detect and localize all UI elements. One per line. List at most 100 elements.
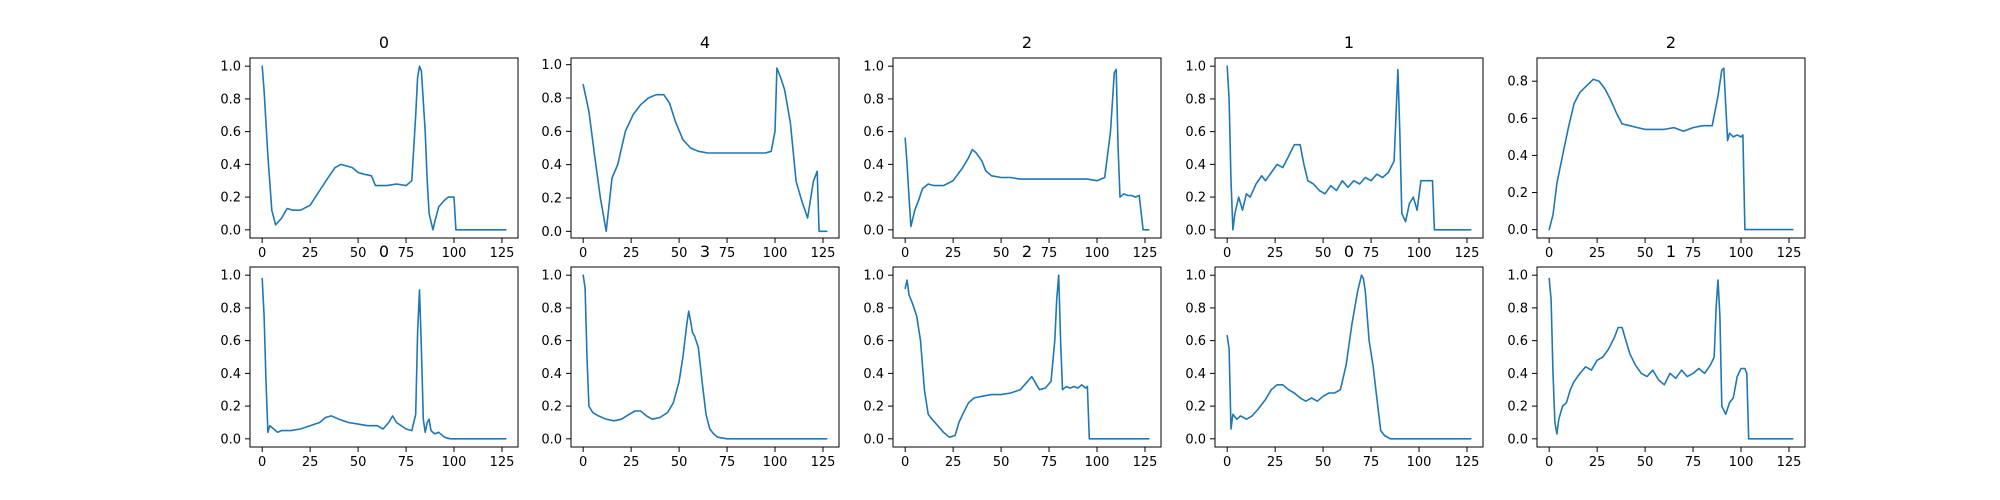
y-tick-label: 0.0 xyxy=(863,223,884,238)
x-tick-label: 100 xyxy=(1407,246,1432,261)
x-tick-label: 25 xyxy=(302,455,319,470)
axes-frame xyxy=(892,266,1162,448)
x-tick-label: 75 xyxy=(1685,455,1702,470)
y-tick-label: 1.0 xyxy=(220,60,241,75)
y-tick-label: 0.4 xyxy=(541,158,562,173)
x-tick-label: 0 xyxy=(258,246,266,261)
x-tick-label: 0 xyxy=(1545,455,1553,470)
x-tick-label: 75 xyxy=(719,455,736,470)
y-tick-label: 1.0 xyxy=(1185,269,1206,284)
x-tick-label: 0 xyxy=(901,455,909,470)
x-tick-label: 125 xyxy=(811,455,836,470)
y-tick-label: 0.2 xyxy=(863,400,884,415)
axes-frame xyxy=(892,57,1162,239)
y-tick-label: 0.6 xyxy=(1185,125,1206,140)
y-tick-label: 0.8 xyxy=(1507,75,1528,90)
y-tick-label: 0.2 xyxy=(220,191,241,206)
x-tick-label: 75 xyxy=(1363,246,1380,261)
x-tick-label: 100 xyxy=(1085,246,1110,261)
x-tick-label: 75 xyxy=(719,246,736,261)
subplot-2: 2 0 25 50 75 100 125 0.0 0.2 0.4 0.6 0.8 1.0 xyxy=(863,33,1162,261)
subplot-8: 0 0 25 50 75 100 125 0.0 0.2 0.4 0.6 0.8 1.0 xyxy=(1185,242,1484,470)
x-tick-label: 0 xyxy=(258,455,266,470)
y-tick-label: 0.6 xyxy=(863,334,884,349)
x-tick-label: 75 xyxy=(1041,246,1058,261)
axes-frame xyxy=(570,57,840,239)
y-tick-label: 0.8 xyxy=(220,301,241,316)
y-tick-label: 0.0 xyxy=(541,432,562,447)
subplot-title: 0 xyxy=(1344,242,1354,261)
y-tick-label: 0.2 xyxy=(1507,186,1528,201)
y-tick-label: 0.2 xyxy=(541,192,562,207)
x-tick-label: 0 xyxy=(579,246,587,261)
y-tick-label: 0.0 xyxy=(541,225,562,240)
x-tick-label: 50 xyxy=(350,455,367,470)
axes-frame xyxy=(1536,57,1806,239)
y-tick-label: 0.6 xyxy=(541,334,562,349)
subplot-title: 3 xyxy=(700,242,710,261)
x-tick-label: 100 xyxy=(1085,455,1110,470)
axes-frame xyxy=(1536,266,1806,448)
subplot-9: 1 0 25 50 75 100 125 0.0 0.2 0.4 0.6 0.8 1.0 xyxy=(1507,242,1806,470)
y-tick-label: 0.4 xyxy=(1507,149,1528,164)
x-tick-label: 25 xyxy=(623,455,640,470)
x-tick-label: 25 xyxy=(945,246,962,261)
y-tick-label: 0.8 xyxy=(863,92,884,107)
x-tick-label: 75 xyxy=(398,246,415,261)
subplot-5: 0 0 25 50 75 100 125 0.0 0.2 0.4 0.6 0.8 1.0 xyxy=(220,242,519,470)
x-tick-label: 125 xyxy=(490,455,515,470)
y-tick-label: 0.8 xyxy=(220,92,241,107)
x-tick-label: 100 xyxy=(442,246,467,261)
axes-frame xyxy=(570,266,840,448)
series-line xyxy=(1226,65,1472,231)
y-tick-label: 0.6 xyxy=(541,125,562,140)
x-tick-label: 100 xyxy=(1729,455,1754,470)
y-tick-label: 0.0 xyxy=(863,432,884,447)
subplot-title: 4 xyxy=(700,33,710,52)
series-line xyxy=(1548,277,1794,440)
subplot-title: 1 xyxy=(1344,33,1354,52)
x-tick-label: 50 xyxy=(1637,455,1654,470)
y-tick-label: 0.0 xyxy=(220,432,241,447)
series-line xyxy=(904,274,1150,440)
subplot-title: 0 xyxy=(379,242,389,261)
x-tick-label: 50 xyxy=(350,246,367,261)
subplot-1: 4 0 25 50 75 100 125 0.0 0.2 0.4 0.6 0.8 1.0 xyxy=(541,33,840,261)
x-tick-label: 75 xyxy=(398,455,415,470)
y-tick-label: 1.0 xyxy=(863,60,884,75)
series-line xyxy=(582,274,828,440)
axes-frame xyxy=(249,57,519,239)
x-tick-label: 100 xyxy=(763,246,788,261)
x-tick-label: 50 xyxy=(993,246,1010,261)
x-tick-label: 100 xyxy=(763,455,788,470)
x-tick-label: 25 xyxy=(945,455,962,470)
subplot-title: 2 xyxy=(1022,242,1032,261)
y-tick-label: 0.8 xyxy=(1185,92,1206,107)
x-tick-label: 0 xyxy=(1223,455,1231,470)
x-tick-label: 50 xyxy=(671,455,688,470)
series-line xyxy=(261,277,507,440)
y-tick-label: 0.2 xyxy=(220,400,241,415)
y-tick-label: 0.8 xyxy=(863,301,884,316)
x-tick-label: 125 xyxy=(1133,455,1158,470)
x-tick-label: 50 xyxy=(671,246,688,261)
x-tick-label: 50 xyxy=(1637,246,1654,261)
y-tick-label: 0.8 xyxy=(1185,301,1206,316)
axes-frame xyxy=(1214,57,1484,239)
x-tick-label: 0 xyxy=(1223,246,1231,261)
y-tick-label: 0.2 xyxy=(863,191,884,206)
series-line xyxy=(582,67,828,233)
y-tick-label: 1.0 xyxy=(541,58,562,73)
x-tick-label: 100 xyxy=(1407,455,1432,470)
x-tick-label: 25 xyxy=(302,246,319,261)
y-tick-label: 0.8 xyxy=(1507,301,1528,316)
axes-frame xyxy=(249,266,519,448)
y-tick-label: 0.4 xyxy=(863,367,884,382)
y-tick-label: 0.2 xyxy=(1185,191,1206,206)
series-line xyxy=(261,65,507,231)
y-tick-label: 0.0 xyxy=(220,223,241,238)
y-tick-label: 0.0 xyxy=(1507,432,1528,447)
series-line xyxy=(1548,67,1794,231)
y-tick-label: 0.6 xyxy=(1185,334,1206,349)
